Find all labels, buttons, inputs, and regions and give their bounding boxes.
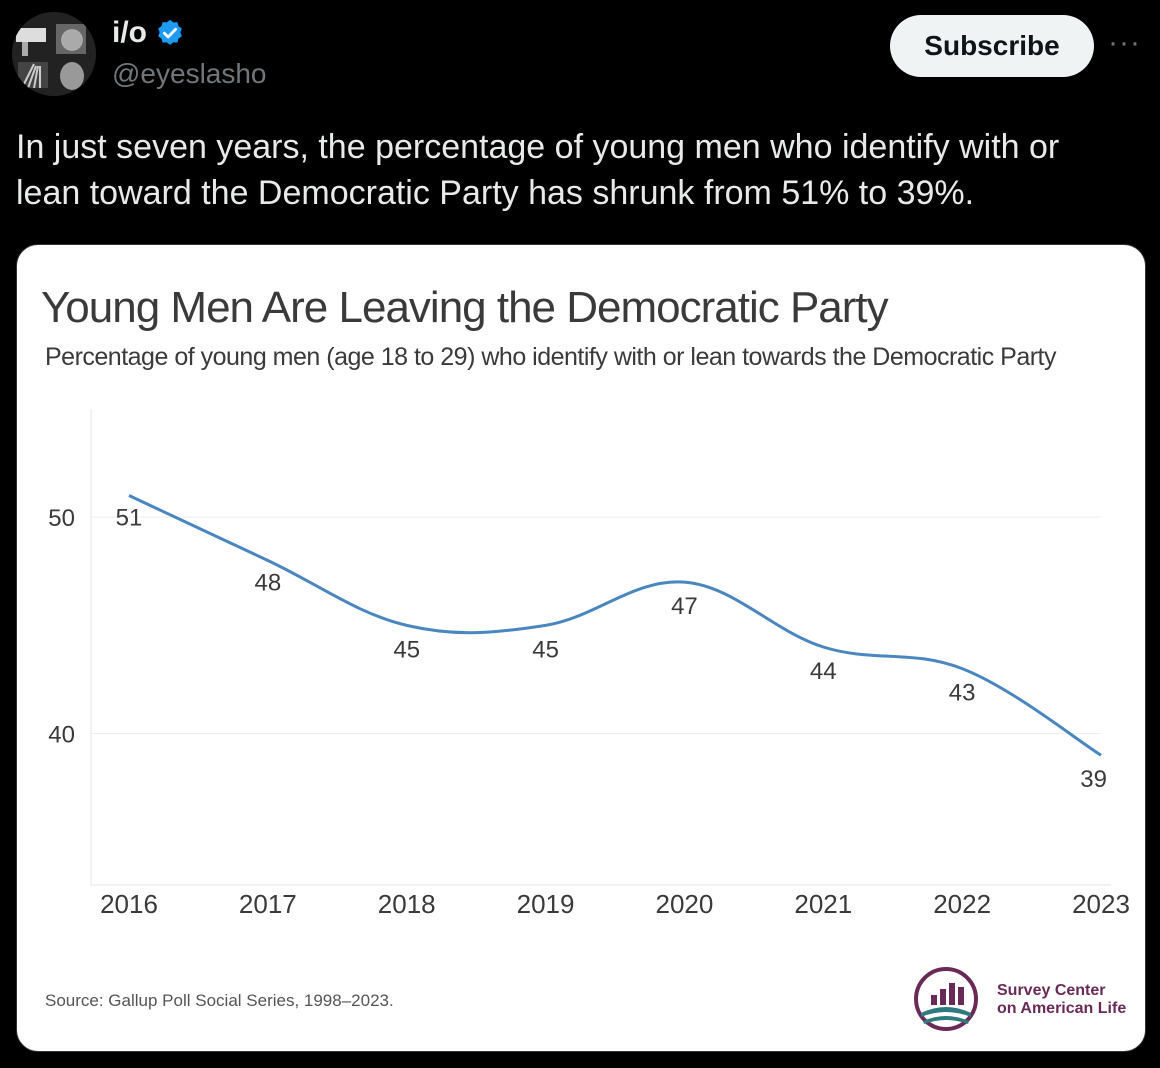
verified-badge-icon (158, 19, 182, 45)
survey-center-logo-icon (914, 967, 978, 1031)
y-tick-label: 40 (48, 722, 75, 749)
data-label: 43 (949, 680, 976, 707)
logo-line-1: Survey Center (997, 982, 1106, 999)
x-tick-label: 2022 (933, 889, 991, 919)
source-note: Source: Gallup Poll Social Series, 1998–… (45, 991, 394, 1010)
y-tick-label: 50 (48, 505, 75, 532)
x-tick-label: 2019 (517, 889, 575, 919)
avatar[interactable] (12, 12, 96, 96)
series-line (128, 494, 1102, 757)
x-tick-label: 2018 (378, 889, 436, 919)
author-handle[interactable]: @eyeslasho (112, 58, 267, 89)
chart-title: Young Men Are Leaving the Democratic Par… (41, 283, 889, 332)
avatar-image (12, 12, 96, 96)
more-options-icon[interactable]: ··· (1108, 26, 1141, 59)
data-label: 45 (532, 636, 559, 663)
data-label: 48 (255, 569, 282, 596)
x-tick-label: 2016 (100, 889, 158, 919)
x-tick-label: 2020 (656, 889, 714, 919)
survey-center-logo-text: Survey Center on American Life (997, 982, 1126, 1018)
data-label: 51 (116, 505, 143, 532)
author-name[interactable]: i/o (112, 16, 147, 49)
line-chart: 50 40 2016 2017 2018 2019 2020 2021 2022 2023 51 48… (48, 409, 1130, 919)
data-label: 39 (1080, 766, 1107, 793)
x-tick-label: 2017 (239, 889, 297, 919)
post-text: In just seven years, the percentage of y… (16, 128, 1060, 212)
data-label: 45 (393, 636, 420, 663)
chart-subtitle: Percentage of young men (age 18 to 29) w… (45, 343, 1057, 371)
data-label: 47 (671, 593, 698, 620)
data-label: 44 (810, 658, 837, 685)
x-tick-label: 2023 (1072, 889, 1130, 919)
chart-image-card[interactable]: 50 40 2016 2017 2018 2019 2020 2021 2022 2023 51 48… (16, 244, 1146, 1052)
x-tick-label: 2021 (794, 889, 852, 919)
logo-line-2: on American Life (997, 1000, 1127, 1017)
subscribe-button[interactable]: Subscribe (890, 15, 1094, 77)
author-name-row[interactable]: i/o (112, 16, 185, 50)
